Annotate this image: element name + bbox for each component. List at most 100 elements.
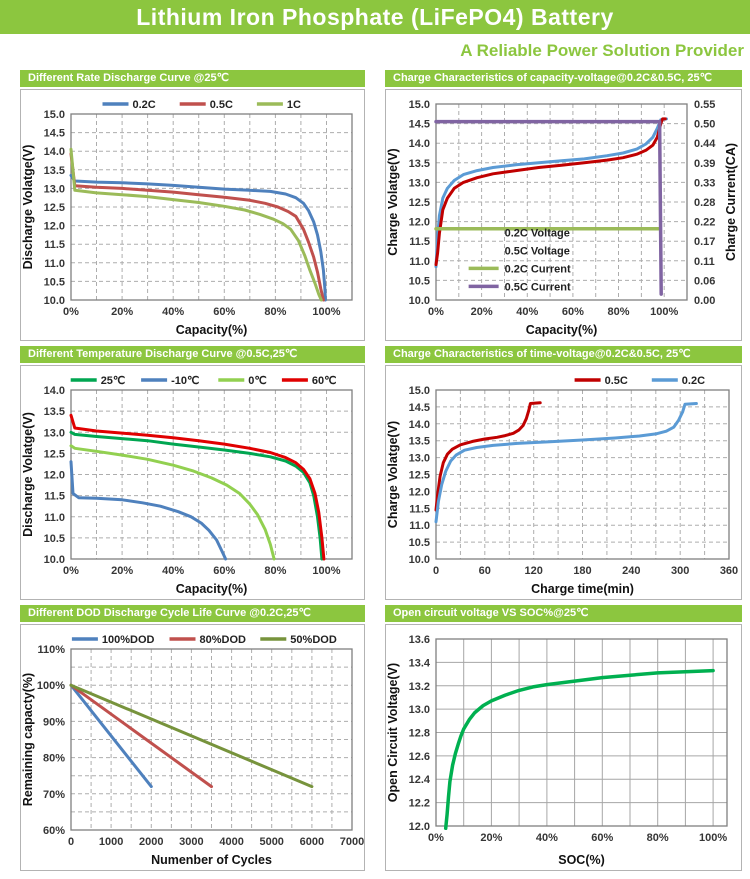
svg-text:12.6: 12.6 [409,751,430,763]
svg-text:13.5: 13.5 [44,165,65,177]
svg-text:12.4: 12.4 [409,774,431,786]
charge-time-voltage-chart: 0 60 120 180 240 300 360 10.0 10.5 11.0 11.5 12.0 12… [386,375,738,596]
chart-panel: 0% 20% 40% 60% 80% 100% 10.0 10.5 11.0 11.5 12.0 12… [20,365,365,600]
svg-text:80%: 80% [607,306,629,318]
svg-text:12.0: 12.0 [44,221,65,233]
svg-text:Capacity(%): Capacity(%) [176,582,248,596]
svg-text:50%DOD: 50%DOD [290,634,337,646]
charge-capacity-voltage-chart: 0% 20% 40% 60% 80% 100% 10.0 0.00 10.5 0.06 11.0 0.… [386,99,738,337]
svg-text:10.5: 10.5 [44,276,65,288]
svg-text:3000: 3000 [179,836,203,848]
svg-text:80%: 80% [264,565,286,577]
svg-text:10.0: 10.0 [409,295,430,307]
section-ocv-vs-soc: Open circuit voltage VS SOC%@25℃ 0% 20% 40… [385,605,742,871]
svg-text:60%: 60% [213,565,235,577]
svg-text:0.50: 0.50 [694,119,715,131]
svg-text:Charge Volatge(V): Charge Volatge(V) [386,148,400,255]
svg-text:80%: 80% [264,306,286,318]
chart-title-charge-time-voltage: Charge Characteristics of time-voltage@0… [385,346,742,363]
svg-text:70%: 70% [43,789,65,801]
svg-text:0.5C Current: 0.5C Current [505,281,571,293]
svg-text:15.0: 15.0 [409,99,430,111]
svg-text:0.2C Current: 0.2C Current [505,263,571,275]
svg-text:11.5: 11.5 [44,239,65,251]
svg-text:10.0: 10.0 [44,554,65,566]
section-rate-discharge: Different Rate Discharge Curve @25℃ 0% 20… [20,70,365,341]
svg-text:0.5C: 0.5C [210,99,233,111]
section-charge-capacity-voltage: Charge Characteristics of capacity-volta… [385,70,742,341]
svg-text:10.5: 10.5 [44,533,65,545]
svg-text:0%: 0% [428,832,444,844]
svg-text:13.0: 13.0 [44,427,65,439]
svg-text:20%: 20% [111,306,133,318]
svg-text:300: 300 [671,565,689,577]
chart-title-charge-capacity-voltage: Charge Characteristics of capacity-volta… [385,70,742,87]
svg-text:10.0: 10.0 [44,295,65,307]
svg-text:12.5: 12.5 [44,448,65,460]
svg-text:360: 360 [720,565,738,577]
svg-text:100%DOD: 100%DOD [102,634,155,646]
svg-text:Capacity(%): Capacity(%) [176,323,248,337]
svg-text:11.0: 11.0 [409,520,430,532]
svg-text:40%: 40% [162,565,184,577]
svg-text:0.2C Voltage: 0.2C Voltage [505,227,570,239]
svg-text:12.5: 12.5 [409,197,430,209]
svg-text:10.5: 10.5 [409,275,430,287]
svg-text:7000: 7000 [340,836,364,848]
svg-text:0℃: 0℃ [248,375,266,387]
svg-text:40%: 40% [516,306,538,318]
svg-text:12.0: 12.0 [409,217,430,229]
svg-text:120: 120 [525,565,543,577]
chart-panel: 0 1000 2000 3000 4000 5000 6000 7000 60% 70% 80% 90… [20,624,365,871]
svg-text:60%: 60% [562,306,584,318]
svg-text:80%: 80% [43,753,65,765]
svg-text:60%: 60% [591,832,613,844]
chart-panel: 0% 20% 40% 60% 80% 100% 10.0 10.5 11.0 11.5 12.0 12… [20,89,365,341]
svg-text:2000: 2000 [139,836,163,848]
chart-panel: 0 60 120 180 240 300 360 10.0 10.5 11.0 11.5 12.0 12… [385,365,742,600]
svg-text:13.4: 13.4 [409,657,431,669]
svg-text:60℃: 60℃ [312,375,337,387]
svg-text:0.11: 0.11 [694,256,715,268]
svg-text:0.00: 0.00 [694,295,715,307]
svg-text:15.0: 15.0 [409,385,430,397]
svg-text:13.6: 13.6 [409,634,430,646]
svg-text:0.28: 0.28 [694,197,715,209]
svg-text:SOC(%): SOC(%) [558,853,605,867]
svg-text:11.0: 11.0 [44,512,65,524]
svg-text:Discharge Volatge(V): Discharge Volatge(V) [21,145,35,270]
svg-text:13.5: 13.5 [409,436,430,448]
svg-text:-10℃: -10℃ [171,375,199,387]
svg-text:14.0: 14.0 [409,419,430,431]
svg-text:14.5: 14.5 [44,128,65,140]
svg-text:15.0: 15.0 [44,109,65,121]
svg-text:0: 0 [68,836,74,848]
svg-text:240: 240 [622,565,640,577]
svg-text:20%: 20% [471,306,493,318]
svg-text:Numenber of Cycles: Numenber of Cycles [151,853,272,867]
svg-text:14.5: 14.5 [409,402,430,414]
svg-text:90%: 90% [43,716,65,728]
svg-text:11.5: 11.5 [44,491,65,503]
svg-text:13.0: 13.0 [409,177,430,189]
svg-text:100%: 100% [312,565,340,577]
svg-text:0.22: 0.22 [694,217,715,229]
svg-text:13.5: 13.5 [44,406,65,418]
svg-text:11.0: 11.0 [409,256,430,268]
ocv-vs-soc-chart: 0% 20% 40% 60% 80% 100% 12.0 12.2 12.4 12.6 12.8 13… [386,634,728,867]
svg-text:40%: 40% [162,306,184,318]
svg-text:13.5: 13.5 [409,158,430,170]
svg-text:14.5: 14.5 [409,119,430,131]
section-temperature-discharge: Different Temperature Discharge Curve @0… [20,346,365,600]
charts-grid: Different Rate Discharge Curve @25℃ 0% 20… [20,70,750,876]
svg-text:20%: 20% [480,832,502,844]
svg-text:Charge Current(CA): Charge Current(CA) [724,143,738,261]
chart-panel: 0% 20% 40% 60% 80% 100% 10.0 0.00 10.5 0.06 11.0 0.… [385,89,742,341]
page-subtitle: A Reliable Power Solution Provider [460,41,744,60]
section-charge-time-voltage: Charge Characteristics of time-voltage@0… [385,346,742,600]
svg-text:1000: 1000 [99,836,123,848]
svg-text:14.0: 14.0 [44,385,65,397]
svg-text:14.0: 14.0 [44,146,65,158]
svg-text:25℃: 25℃ [101,375,126,387]
svg-text:0: 0 [433,565,439,577]
